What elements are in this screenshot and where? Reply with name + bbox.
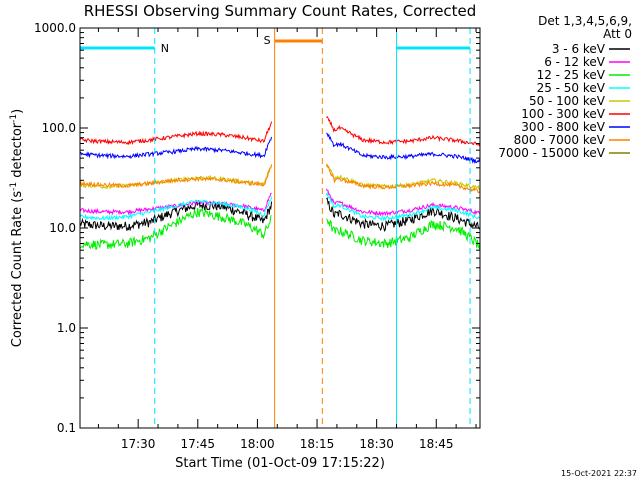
chart-title: RHESSI Observing Summary Count Rates, Co… xyxy=(84,2,477,20)
legend-label: 12 - 25 keV xyxy=(537,68,606,82)
marker-label: N xyxy=(161,42,169,55)
series-line xyxy=(79,132,481,165)
x-tick-label: 17:30 xyxy=(121,437,156,451)
legend-label: 100 - 300 keV xyxy=(521,107,605,121)
y-axis-label-end: ) xyxy=(10,109,25,114)
y-axis-label-mid: detector xyxy=(10,122,25,182)
x-tick-label: 17:45 xyxy=(180,437,215,451)
legend-header-line1: Det 1,3,4,5,6,9, xyxy=(538,14,632,28)
y-tick-label: 10.0 xyxy=(49,221,76,235)
y-axis: 0.1 1.0 10.0 100.0 1000.0 xyxy=(34,21,480,435)
legend-label: 300 - 800 keV xyxy=(521,120,605,134)
y-axis-label: Corrected Count Rate (s-1 detector-1) xyxy=(9,109,25,347)
y-axis-label-sup1: -1 xyxy=(9,182,19,191)
series-line xyxy=(79,116,481,147)
series-line xyxy=(79,191,481,222)
x-axis-label: Start Time (01-Oct-09 17:15:22) xyxy=(175,456,385,471)
x-tick-label: 18:30 xyxy=(359,437,394,451)
legend-label: 50 - 100 keV xyxy=(529,94,606,108)
series-line xyxy=(79,188,481,217)
series-line xyxy=(79,207,481,250)
series-line xyxy=(79,197,480,232)
footer-timestamp: 15-Oct-2021 22:37 xyxy=(561,469,637,478)
y-tick-label: 0.1 xyxy=(57,421,76,435)
x-tick-label: 18:45 xyxy=(419,437,454,451)
legend-label: 25 - 50 keV xyxy=(537,81,606,95)
x-axis: 17:30 17:45 18:00 18:15 18:30 18:45 xyxy=(97,28,477,451)
legend-label: 6 - 12 keV xyxy=(544,55,606,69)
x-tick-label: 18:00 xyxy=(240,437,275,451)
y-tick-label: 1.0 xyxy=(57,321,76,335)
y-axis-label-main: Corrected Count Rate (s xyxy=(10,191,25,348)
legend-header-line2: Att 0 xyxy=(603,27,632,41)
marker-label: S xyxy=(264,34,271,47)
y-axis-label-sup2: -1 xyxy=(9,114,19,123)
y-tick-label: 100.0 xyxy=(42,121,76,135)
legend-label: 3 - 6 keV xyxy=(552,42,606,56)
plot-frame xyxy=(79,27,481,429)
legend-label: 800 - 7000 keV xyxy=(514,133,606,147)
plot-area: NS xyxy=(79,28,481,428)
x-tick-label: 18:15 xyxy=(300,437,335,451)
series-line xyxy=(79,164,481,194)
y-tick-label: 1000.0 xyxy=(34,21,76,35)
legend-label: 7000 - 15000 keV xyxy=(498,146,605,160)
